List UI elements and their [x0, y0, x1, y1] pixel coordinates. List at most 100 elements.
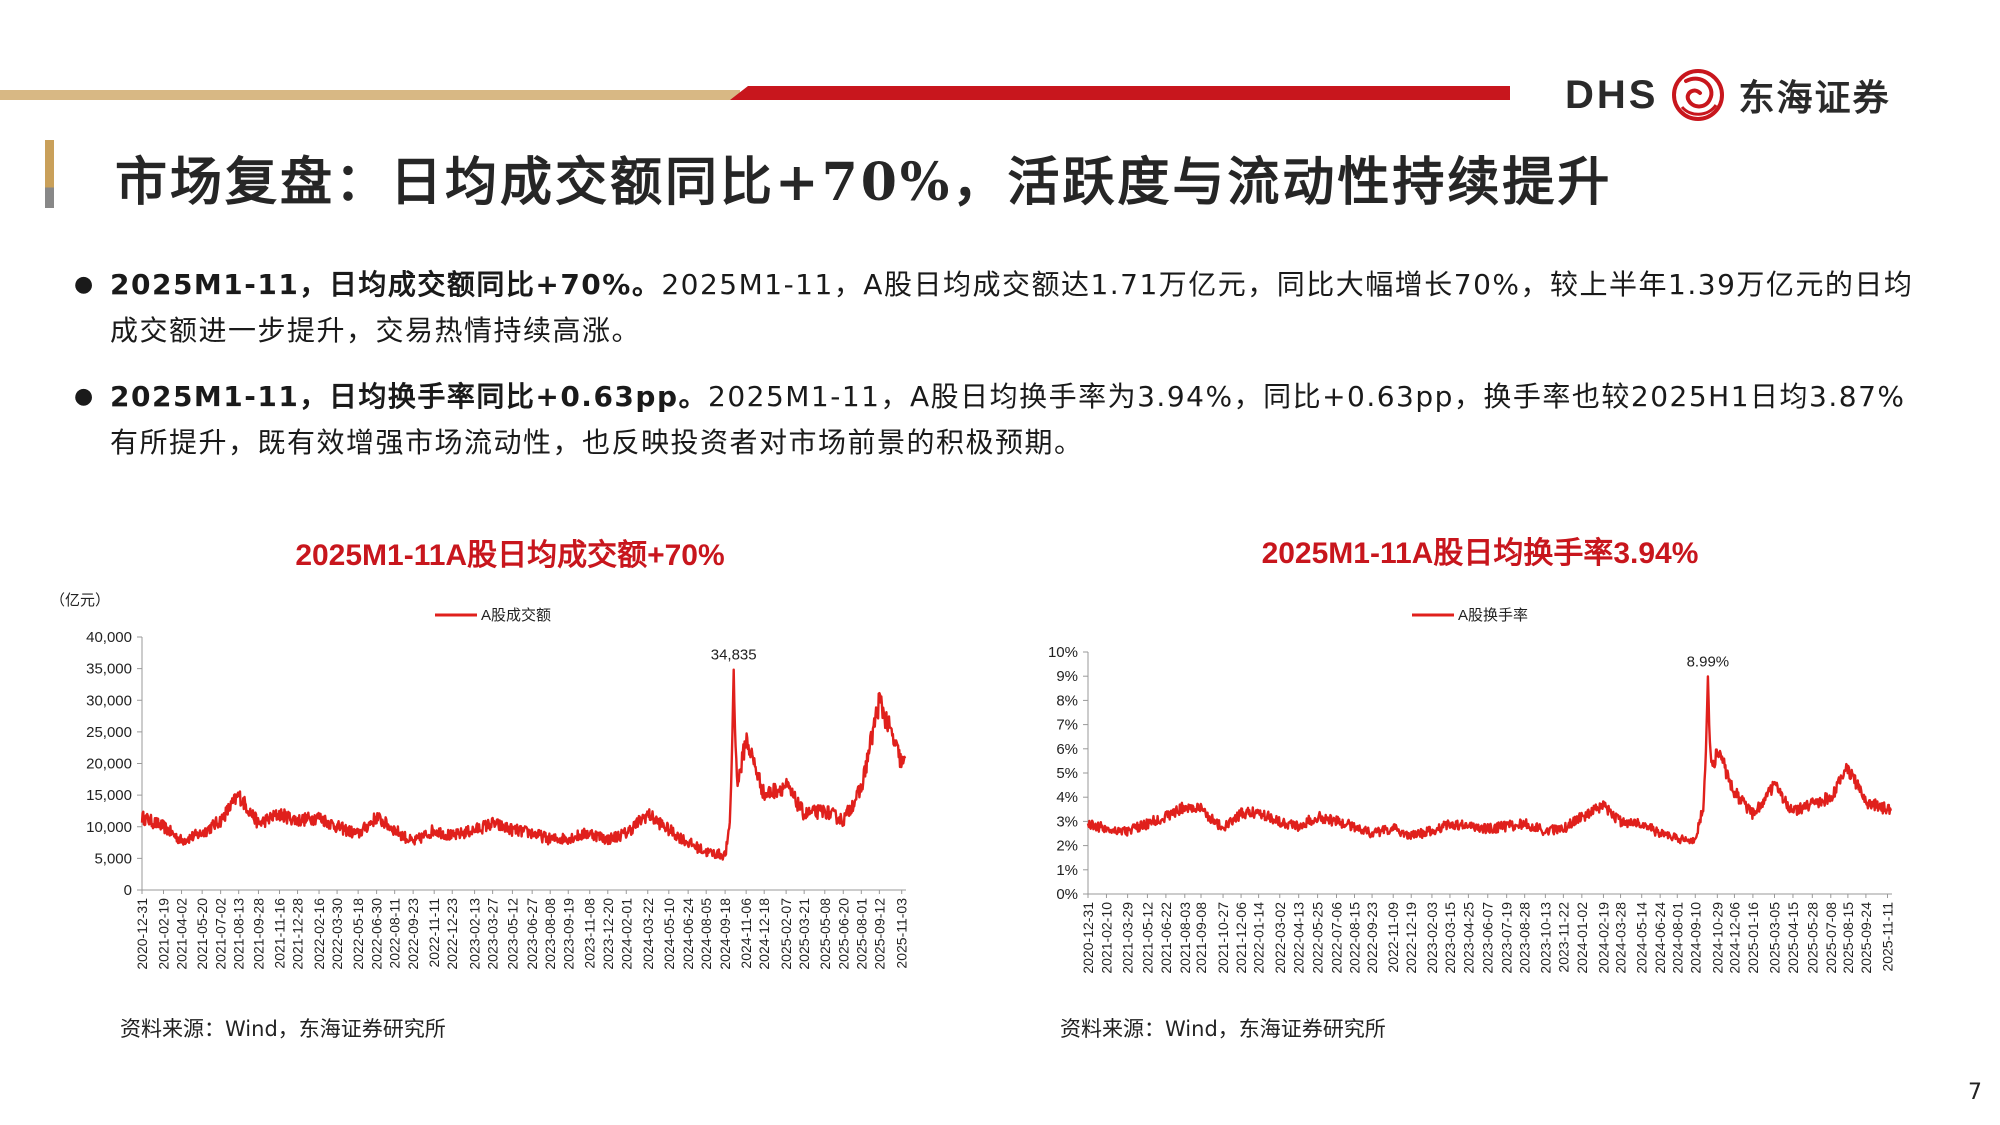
page-title: 市场复盘：日均成交额同比+70%，活跃度与流动性持续提升 — [115, 152, 1613, 213]
series-line — [1086, 675, 1893, 845]
peak-data-label: 34,835 — [711, 647, 757, 664]
x-tick-label: 2022-11-11 — [426, 898, 442, 968]
x-tick-label: 2023-02-03 — [1424, 902, 1440, 974]
chart-turnover-rate: 0% 1% 2% 3% 4% 5% 6% 7% 8% 9% 10% 2020-12-31 2021-02… — [1048, 607, 1896, 974]
x-tick-label: 2025-03-21 — [796, 898, 812, 970]
x-tick-label: 2024-05-10 — [661, 898, 677, 970]
y-tick-label: 5% — [1056, 765, 1078, 782]
x-tick-label: 2025-05-28 — [1804, 902, 1820, 974]
x-tick-label: 2024-08-01 — [1669, 902, 1685, 974]
peak-data-label: 8.99% — [1687, 653, 1730, 670]
x-tick-label: 2022-09-23 — [1364, 902, 1380, 974]
x-tick-label: 2021-08-03 — [1177, 902, 1193, 974]
x-tick-label: 2025-09-24 — [1858, 902, 1874, 974]
x-tick-label: 2022-08-15 — [1346, 902, 1362, 974]
x-tick-label: 2025-08-01 — [853, 898, 869, 970]
chart-title-turnover-value: 2025M1-11A股日均成交额+70% — [295, 539, 725, 572]
x-tick-label: 2021-12-28 — [290, 898, 306, 970]
x-tick-label: 2025-03-05 — [1767, 902, 1783, 974]
x-tick-label: 2022-12-19 — [1403, 902, 1419, 974]
title-accent-bar — [45, 140, 54, 208]
x-tick-label: 2021-05-20 — [194, 898, 210, 970]
y-tick-label: 35,000 — [86, 661, 132, 678]
x-tick-label: 2024-06-24 — [680, 898, 696, 970]
x-tick-label: 2022-01-14 — [1251, 902, 1267, 974]
x-tick-label: 2020-12-31 — [134, 898, 150, 970]
x-tick-label: 2025-11-03 — [894, 898, 910, 969]
chart-source: 资料来源：Wind，东海证券研究所 — [1060, 1017, 1386, 1041]
x-tick-label: 2022-04-13 — [1291, 902, 1307, 974]
x-tick-label: 2020-12-31 — [1080, 902, 1096, 974]
dragon-emblem-icon — [1672, 69, 1725, 121]
x-tick-label: 2024-03-28 — [1613, 902, 1629, 974]
chart-turnover-value: 0 5,000 10,000 15,000 20,000 25,000 30,000 35,0… — [50, 592, 910, 970]
y-tick-label: 8% — [1056, 692, 1078, 709]
x-tick-label: 2021-07-02 — [213, 898, 229, 970]
x-tick-label: 2022-03-02 — [1272, 902, 1288, 974]
brand-logo: DHS 东海证券 — [1565, 60, 1890, 130]
bullet-text: 2025M1-11，A股日均换手率为3.94%，同比+0.63pp，换手率也较2… — [110, 380, 1906, 459]
x-tick-label: 2022-12-23 — [444, 898, 460, 970]
bullet-dot-icon: ● — [74, 272, 95, 297]
y-tick-label: 0 — [124, 882, 132, 899]
y-tick-label: 6% — [1056, 741, 1078, 758]
bullet-item: ● 2025M1-11，日均换手率同比+0.63pp。2025M1-11，A股日… — [70, 374, 1920, 466]
x-tick-label: 2022-05-25 — [1310, 902, 1326, 974]
x-tick-label: 2024-09-18 — [717, 898, 733, 970]
chart-title-turnover-rate: 2025M1-11A股日均换手率3.94% — [1261, 537, 1699, 570]
x-tick-label: 2024-01-02 — [1574, 902, 1590, 974]
x-tick-label: 2023-03-27 — [485, 898, 501, 970]
x-tick-label: 2023-08-08 — [542, 898, 558, 970]
x-tick-label: 2024-03-22 — [640, 898, 656, 970]
x-tick-label: 2024-12-18 — [756, 898, 772, 970]
y-tick-label: 10% — [1048, 644, 1078, 661]
x-tick-label: 2021-02-19 — [155, 898, 171, 970]
x-tick-label: 2021-11-16 — [272, 898, 288, 969]
x-tick-label: 2025-11-11 — [1879, 902, 1895, 972]
chart-source: 资料来源：Wind，东海证券研究所 — [120, 1017, 446, 1041]
x-tick-label: 2021-10-27 — [1215, 902, 1231, 974]
y-tick-label: 2% — [1056, 838, 1078, 855]
x-tick-label: 2023-04-25 — [1460, 902, 1476, 974]
y-tick-label: 20,000 — [86, 756, 132, 773]
x-tick-label: 2022-06-30 — [369, 898, 385, 970]
x-tick-label: 2023-10-13 — [1537, 902, 1553, 974]
bullet-list: ● 2025M1-11，日均成交额同比+70%。2025M1-11，A股日均成交… — [70, 262, 1920, 486]
x-tick-label: 2021-06-22 — [1158, 902, 1174, 974]
y-tick-label: 3% — [1056, 813, 1078, 830]
x-tick-label: 2023-03-15 — [1442, 902, 1458, 974]
y-tick-label: 7% — [1056, 717, 1078, 734]
y-tick-label: 1% — [1056, 862, 1078, 879]
x-tick-label: 2021-02-10 — [1098, 902, 1114, 974]
x-tick-label: 2023-11-22 — [1555, 902, 1571, 973]
x-tick-label: 2024-02-01 — [618, 898, 634, 970]
y-tick-label: 5,000 — [94, 850, 132, 867]
legend-label: A股换手率 — [1458, 607, 1528, 624]
x-tick-label: 2025-07-08 — [1823, 902, 1839, 974]
x-tick-label: 2023-09-19 — [560, 898, 576, 970]
bullet-text: 2025M1-11，A股日均成交额达1.71万亿元，同比大幅增长70%，较上半年… — [110, 268, 1914, 347]
y-tick-label: 30,000 — [86, 692, 132, 709]
x-tick-label: 2023-05-12 — [504, 898, 520, 970]
x-tick-label: 2024-10-29 — [1709, 902, 1725, 974]
x-tick-label: 2022-03-30 — [329, 898, 345, 970]
x-tick-label: 2025-01-16 — [1745, 902, 1761, 974]
x-tick-label: 2023-11-08 — [582, 898, 598, 969]
x-tick-label: 2022-07-06 — [1328, 902, 1344, 974]
x-tick-label: 2023-02-13 — [467, 898, 483, 970]
bullet-heading: 2025M1-11，日均换手率同比+0.63pp。 — [110, 380, 708, 413]
x-tick-label: 2023-12-20 — [600, 898, 616, 970]
x-tick-label: 2023-06-07 — [1480, 902, 1496, 974]
x-tick-label: 2021-09-28 — [250, 898, 266, 970]
x-tick-label: 2021-12-06 — [1233, 902, 1249, 974]
x-tick-label: 2024-06-24 — [1652, 902, 1668, 974]
header-gold-bar — [0, 90, 740, 100]
x-tick-label: 2025-08-15 — [1840, 902, 1856, 974]
x-tick-label: 2022-11-09 — [1385, 902, 1401, 973]
header-red-bar — [730, 86, 1510, 100]
y-tick-label: 15,000 — [86, 787, 132, 804]
x-tick-label: 2024-09-10 — [1687, 902, 1703, 974]
x-tick-label: 2021-03-29 — [1120, 902, 1136, 974]
x-tick-label: 2022-05-18 — [350, 898, 366, 970]
y-tick-label: 0% — [1056, 886, 1078, 903]
